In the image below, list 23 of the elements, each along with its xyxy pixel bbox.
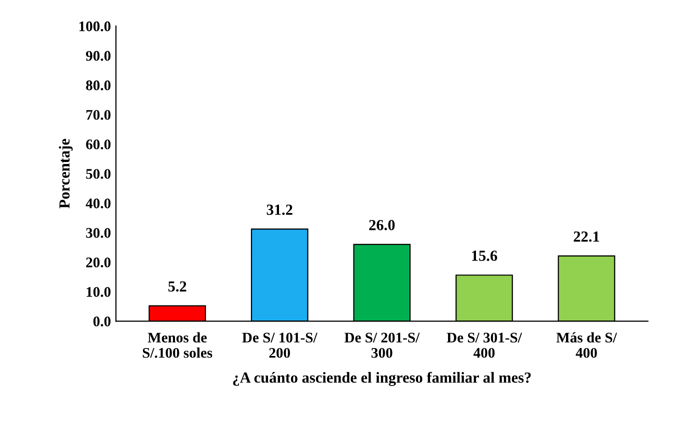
y-tick-label: 0.0 [93, 316, 111, 326]
x-tick-label: De S/ 101-S/ 200 [242, 332, 318, 358]
y-tick-label: 80.0 [86, 80, 111, 90]
y-axis-title: Porcentaje [58, 138, 73, 208]
y-tick-label: 70.0 [86, 110, 111, 120]
x-tick-label: De S/ 301-S/ 400 [446, 332, 522, 358]
x-tick-label: Menos de S/.100 soles [142, 332, 212, 358]
data-label: 15.6 [472, 250, 498, 261]
y-tick-label: 30.0 [86, 228, 111, 238]
x-axis-title: ¿A cuánto asciende el ingreso familiar al mes? [233, 372, 531, 386]
y-tick-label: 100.0 [79, 21, 111, 32]
y-tick-label: 60.0 [86, 139, 111, 150]
data-label: 22.1 [574, 231, 600, 242]
y-tick-label: 10.0 [86, 287, 111, 297]
y-tick-label: 40.0 [86, 198, 111, 208]
x-tick-label: Más de S/ 400 [556, 332, 618, 358]
y-tick-label: 90.0 [86, 50, 111, 61]
data-label: 26.0 [369, 220, 395, 230]
y-tick-label: 50.0 [86, 168, 111, 179]
y-tick-label: 20.0 [86, 258, 111, 268]
data-label: 31.2 [266, 204, 292, 215]
x-tick-label: De S/ 201-S/ 300 [344, 332, 420, 358]
data-label: 5.2 [168, 281, 186, 292]
